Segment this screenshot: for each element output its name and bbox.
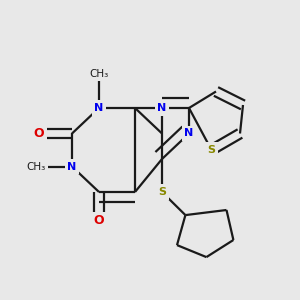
- Text: N: N: [94, 103, 103, 113]
- Text: N: N: [184, 128, 194, 139]
- Text: N: N: [68, 161, 76, 172]
- Text: O: O: [34, 127, 44, 140]
- Text: CH₃: CH₃: [26, 161, 46, 172]
- Text: S: S: [208, 145, 215, 155]
- Text: O: O: [94, 214, 104, 227]
- Text: N: N: [158, 103, 166, 113]
- Text: CH₃: CH₃: [89, 69, 109, 79]
- Text: S: S: [158, 187, 166, 197]
